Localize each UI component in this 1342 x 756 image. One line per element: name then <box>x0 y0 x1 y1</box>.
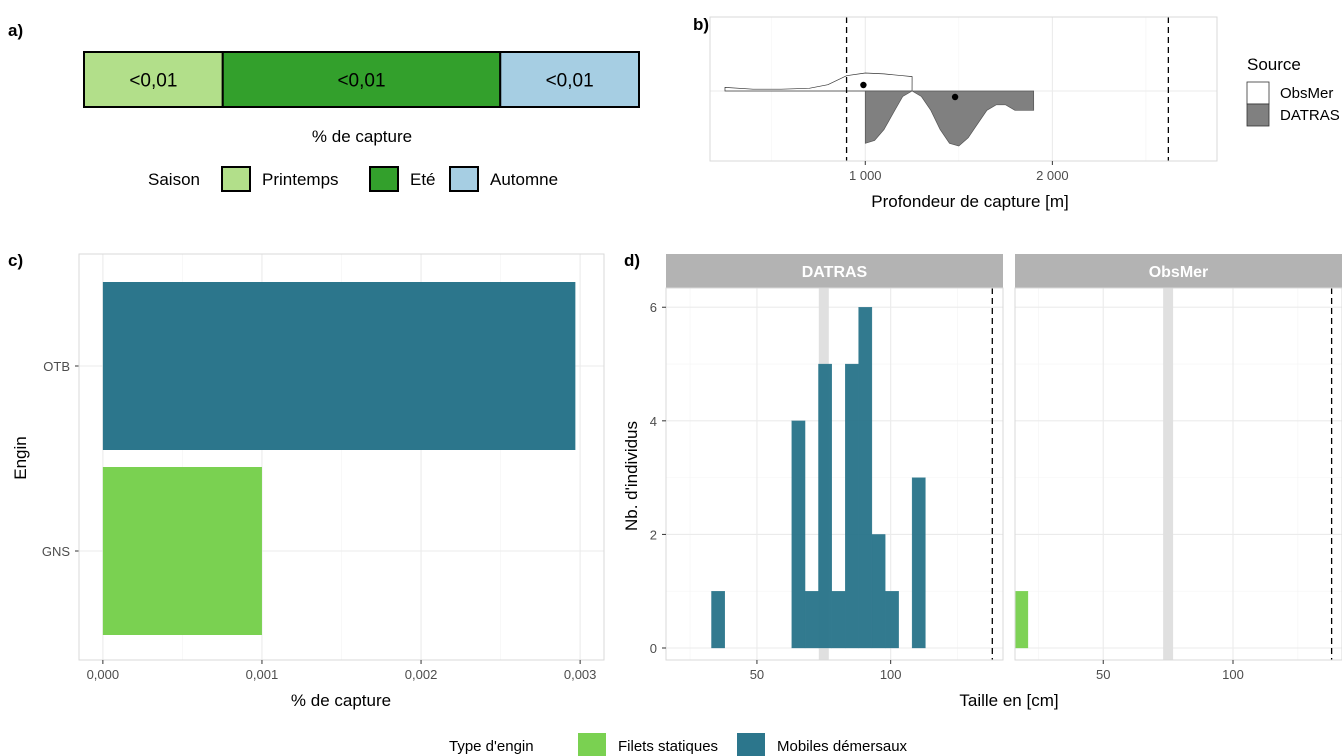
hist-x-tick-label-obsmer-0: 50 <box>1096 667 1110 682</box>
hist-y-tick-label-3: 6 <box>650 300 657 315</box>
gear-x-tick-label-3: 0,003 <box>564 667 597 682</box>
panel-d-xlabel: Taille en [cm] <box>959 691 1058 710</box>
gear-type-legend-title: Type d'engin <box>449 738 534 755</box>
hist-reference-band-obsmer <box>1163 288 1174 660</box>
season-segment-label-2: <0,01 <box>337 71 385 92</box>
hist-panel-border-obsmer <box>1014 287 1342 661</box>
panel-c-tag: c) <box>8 251 23 270</box>
hist-bar-datras-2 <box>791 420 806 649</box>
legend-label-automne: Automne <box>490 170 558 189</box>
hist-bar-datras-5 <box>831 591 846 649</box>
panel-b-xlabel: Profondeur de capture [m] <box>871 192 1069 211</box>
legend-label-ete: Eté <box>410 170 436 189</box>
gear-type-legend: Type d'engin Filets statiques Mobiles dé… <box>449 733 908 756</box>
season-segment-label-3: <0,01 <box>546 71 594 92</box>
facet-strip-datras <box>666 254 1003 288</box>
hist-bar-datras-8 <box>871 534 886 649</box>
panel-d-tag: d) <box>624 251 640 270</box>
density-obsmer <box>724 72 913 92</box>
season-legend: Saison Printemps Eté Automne <box>148 166 558 192</box>
legend-swatch-obsmer <box>1246 81 1270 105</box>
gear-x-tick-label-0: 0,000 <box>87 667 120 682</box>
panel-a-tag: a) <box>8 21 23 40</box>
hist-x-tick-label-datras-1: 100 <box>880 667 902 682</box>
depth-panel-border <box>709 16 1218 162</box>
depth-density-plot: 1 000 2 000 <box>709 16 1218 183</box>
panel-b: b) 1 000 2 000 Profondeur de capture [m] … <box>693 15 1340 211</box>
gear-panel-border <box>78 253 605 661</box>
season-bar: <0,01 <0,01 <0,01 <box>83 51 640 108</box>
gear-x-tick-label-2: 0,002 <box>405 667 438 682</box>
hist-y-tick-label-1: 2 <box>650 527 657 542</box>
legend-swatch-ete <box>369 166 399 192</box>
hist-bar-datras-6 <box>845 363 859 649</box>
median-point-datras <box>951 93 959 101</box>
panel-c-ylabel: Engin <box>11 436 30 479</box>
source-legend-title: Source <box>1247 55 1301 74</box>
legend-swatch-filets-statiques <box>578 733 606 756</box>
hist-x-tick-label-obsmer-1: 100 <box>1222 667 1244 682</box>
legend-label-mobiles-demersaux: Mobiles démersaux <box>777 738 908 755</box>
legend-swatch-automne <box>449 166 479 192</box>
hist-bar-obsmer-1 <box>1014 591 1029 649</box>
source-legend: Source ObsMer DATRAS <box>1246 55 1340 127</box>
season-legend-title: Saison <box>148 170 200 189</box>
legend-label-obsmer: ObsMer <box>1280 85 1333 102</box>
panel-d-ylabel: Nb. d'individus <box>622 421 641 531</box>
median-point-obsmer <box>860 81 867 89</box>
panel-a-xlabel: % de capture <box>312 127 412 146</box>
facet-strip-label-datras: DATRAS <box>802 264 868 281</box>
hist-bar-datras-10 <box>911 477 926 649</box>
hist-bar-datras-9 <box>885 591 899 649</box>
season-segment-2 <box>221 51 502 108</box>
panel-c-xlabel: % de capture <box>291 691 391 710</box>
depth-tick-label-0: 1 000 <box>849 168 882 183</box>
hist-bar-datras-1 <box>711 591 725 649</box>
legend-swatch-printemps <box>221 166 251 192</box>
hist-panel-border-datras <box>665 287 1004 661</box>
density-datras <box>864 90 1035 147</box>
panel-b-tag: b) <box>693 15 709 34</box>
gear-x-tick-label-1: 0,001 <box>246 667 279 682</box>
legend-label-printemps: Printemps <box>262 170 339 189</box>
hist-bar-datras-7 <box>858 307 873 649</box>
panel-d: d) DATRAS 50 100 0 2 4 6 ObsMer 50 100 Taille en … <box>622 251 1342 710</box>
gear-tick-label-gns: GNS <box>42 544 71 559</box>
hist-bar-datras-3 <box>804 591 819 649</box>
hist-x-tick-label-datras-0: 50 <box>750 667 764 682</box>
depth-tick-label-1: 2 000 <box>1036 168 1069 183</box>
legend-swatch-datras <box>1246 103 1270 127</box>
season-segment-label-1: <0,01 <box>129 71 177 92</box>
legend-swatch-mobiles-demersaux <box>737 733 765 756</box>
legend-label-datras: DATRAS <box>1280 107 1340 124</box>
gear-bar-otb <box>102 282 576 450</box>
panel-a: a) <0,01 <0,01 <0,01 % de capture Saison P… <box>8 21 640 192</box>
gear-bar-chart: OTB GNS 0,000 0,001 0,002 0,003 <box>42 253 605 682</box>
facet-strip-label-obsmer: ObsMer <box>1149 264 1209 281</box>
size-histogram: DATRAS 50 100 0 2 4 6 ObsMer 50 100 <box>650 254 1342 682</box>
season-segment-1 <box>83 51 224 108</box>
gear-tick-label-otb: OTB <box>43 359 70 374</box>
hist-y-tick-label-0: 0 <box>650 641 657 656</box>
season-segment-3 <box>499 51 640 108</box>
legend-label-filets-statiques: Filets statiques <box>618 738 718 755</box>
facet-strip-obsmer <box>1015 254 1342 288</box>
hist-bar-datras-4 <box>818 363 832 649</box>
gear-bar-gns <box>102 467 262 635</box>
hist-y-tick-label-2: 4 <box>650 414 657 429</box>
panel-c: c) OTB GNS 0,000 0,001 0,002 0,003 % de captu… <box>8 251 605 710</box>
